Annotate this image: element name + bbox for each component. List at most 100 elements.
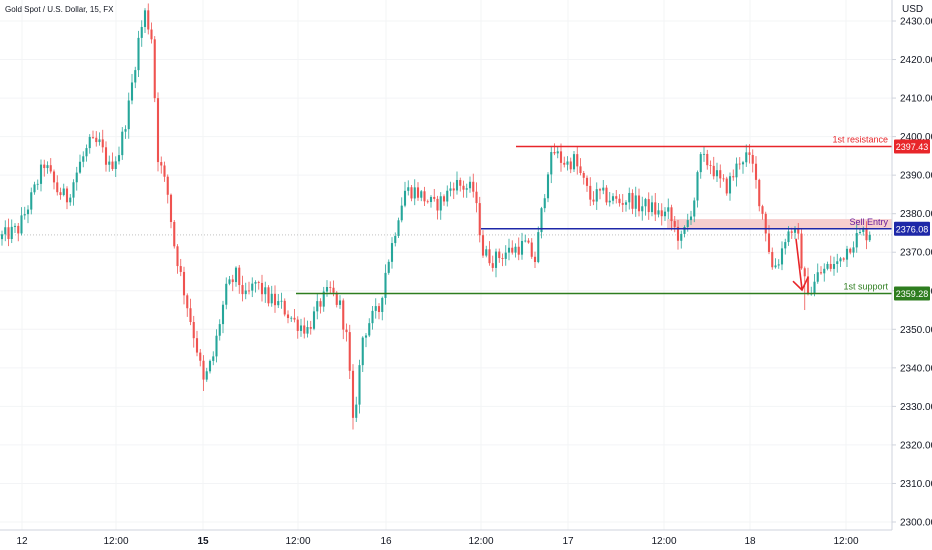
y-tick-label: 2320.00 bbox=[900, 440, 932, 451]
candle bbox=[488, 241, 491, 266]
candle bbox=[251, 277, 254, 298]
candle bbox=[306, 320, 309, 338]
candle bbox=[754, 156, 758, 189]
candle bbox=[608, 191, 611, 207]
candle bbox=[182, 266, 186, 305]
price-tag-label: 2359.28 bbox=[896, 289, 929, 299]
candle bbox=[121, 127, 124, 160]
candle bbox=[30, 187, 33, 215]
candle bbox=[397, 217, 400, 238]
candle bbox=[374, 298, 377, 319]
candle bbox=[852, 241, 855, 258]
candle bbox=[293, 308, 296, 323]
y-tick-label: 2430.00 bbox=[900, 17, 932, 28]
candle bbox=[0, 230, 4, 246]
candle bbox=[836, 253, 839, 273]
candle bbox=[631, 189, 634, 215]
candle bbox=[481, 230, 485, 258]
candle bbox=[257, 280, 260, 290]
candle bbox=[449, 181, 452, 197]
candle bbox=[784, 238, 787, 255]
candle bbox=[312, 306, 316, 331]
candle bbox=[43, 159, 46, 177]
x-tick-label: 12:00 bbox=[468, 536, 493, 547]
candle bbox=[429, 195, 433, 208]
x-tick-label: 12:00 bbox=[103, 536, 128, 547]
candle bbox=[358, 359, 361, 414]
candle bbox=[75, 166, 78, 191]
candle bbox=[4, 220, 7, 242]
candle bbox=[761, 204, 764, 220]
candle bbox=[618, 194, 621, 207]
y-tick-label: 2390.00 bbox=[900, 171, 932, 182]
candle bbox=[829, 255, 832, 272]
candle bbox=[498, 248, 501, 263]
candle bbox=[416, 182, 420, 201]
candle bbox=[247, 281, 251, 295]
candle bbox=[745, 144, 748, 167]
candle bbox=[338, 295, 342, 309]
candle bbox=[725, 176, 728, 196]
candle bbox=[7, 218, 10, 247]
candle bbox=[715, 162, 719, 183]
sell-zone-layer bbox=[667, 219, 892, 229]
y-tick-label: 2310.00 bbox=[900, 479, 932, 490]
time-axis[interactable]: 12 12:00 15 12:00 16 12:00 17 12:00 18 12:00 bbox=[16, 536, 859, 547]
candle bbox=[751, 149, 754, 173]
candle bbox=[296, 316, 299, 339]
candle bbox=[299, 318, 303, 337]
candle bbox=[56, 175, 59, 196]
candle bbox=[394, 232, 397, 247]
candle bbox=[101, 129, 104, 153]
candle bbox=[192, 315, 195, 348]
x-tick-label: 12:00 bbox=[285, 536, 310, 547]
candle bbox=[595, 182, 598, 210]
candle bbox=[689, 210, 693, 225]
price-tag-label: 2397.43 bbox=[896, 142, 929, 152]
candle bbox=[199, 348, 202, 367]
candle bbox=[13, 223, 17, 233]
candle bbox=[400, 197, 403, 223]
candle bbox=[189, 298, 192, 326]
candle bbox=[738, 157, 741, 170]
candle bbox=[719, 164, 722, 188]
candle bbox=[52, 169, 56, 190]
candle bbox=[615, 189, 618, 204]
candle bbox=[849, 247, 852, 255]
candle bbox=[634, 186, 637, 217]
candle bbox=[65, 186, 69, 210]
resistance-label: 1st resistance bbox=[832, 135, 888, 145]
candle bbox=[514, 243, 517, 258]
candle bbox=[290, 316, 293, 322]
candle bbox=[238, 265, 241, 294]
candle bbox=[186, 293, 189, 317]
y-tick-label: 2370.00 bbox=[900, 248, 932, 259]
candle bbox=[260, 274, 264, 302]
candle bbox=[663, 207, 667, 221]
candle bbox=[550, 145, 553, 184]
candle bbox=[478, 196, 481, 243]
candle bbox=[592, 191, 595, 206]
price-tag bbox=[894, 286, 930, 301]
candle bbox=[26, 205, 30, 224]
candle bbox=[254, 280, 257, 293]
candle bbox=[676, 220, 680, 250]
candle bbox=[384, 264, 387, 305]
candle bbox=[114, 156, 117, 177]
currency-label: USD bbox=[902, 4, 923, 15]
candle bbox=[816, 263, 819, 284]
candle bbox=[520, 232, 524, 260]
candle bbox=[693, 197, 696, 223]
candle bbox=[82, 151, 85, 168]
candle bbox=[150, 22, 153, 44]
candle bbox=[17, 222, 20, 242]
price-axis[interactable]: 2300.00 2310.00 2320.00 2330.00 2340.00 2350.… bbox=[892, 17, 932, 529]
candle bbox=[176, 244, 179, 274]
candle bbox=[702, 146, 706, 162]
candle bbox=[134, 66, 137, 89]
candle bbox=[403, 181, 407, 208]
candle bbox=[858, 228, 862, 235]
y-tick-label: 2400.00 bbox=[900, 132, 932, 143]
candle bbox=[517, 237, 520, 261]
